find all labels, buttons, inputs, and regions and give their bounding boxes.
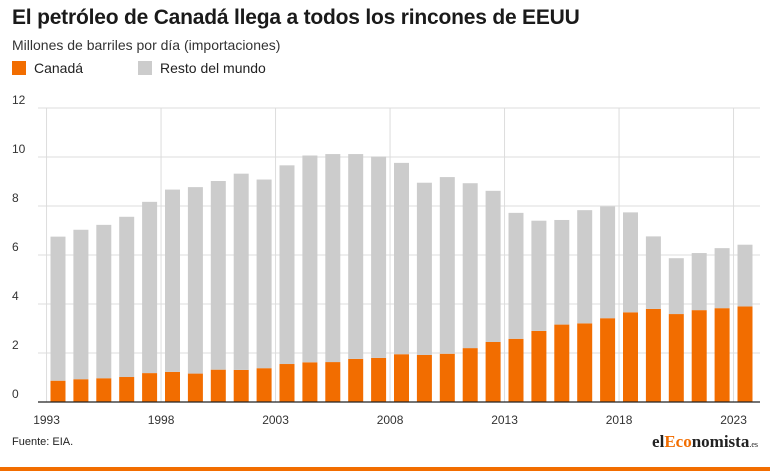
- bar-resto-2019: [645, 236, 661, 309]
- bar-resto-2015: [554, 219, 570, 325]
- chart-legend: Canadá Resto del mundo: [12, 60, 612, 78]
- bar-resto-2010: [439, 177, 455, 354]
- bar-canada-2013: [508, 338, 524, 402]
- bar-canada-2007: [371, 357, 387, 402]
- bar-canada-2004: [302, 362, 318, 402]
- bar-canada-1993: [50, 380, 66, 402]
- brand-prefix: el: [652, 432, 665, 451]
- bar-canada-2001: [233, 369, 249, 402]
- bar-resto-1995: [96, 224, 112, 379]
- x-tick-label-2013: 2013: [491, 413, 518, 427]
- bar-canada-2021: [691, 310, 707, 403]
- x-tick-label-1993: 1993: [33, 413, 60, 427]
- bar-resto-2014: [531, 220, 547, 331]
- bar-resto-1997: [142, 201, 158, 374]
- bar-canada-2014: [531, 330, 547, 402]
- y-tick-label-8: 8: [12, 191, 19, 205]
- bar-canada-2012: [485, 341, 501, 402]
- y-tick-label-6: 6: [12, 240, 19, 254]
- bar-resto-2001: [233, 173, 249, 370]
- bar-canada-2005: [325, 362, 341, 402]
- brand-suffix: nomista: [691, 432, 750, 451]
- bar-resto-2002: [256, 179, 272, 369]
- bar-resto-2017: [600, 206, 616, 319]
- bar-resto-1999: [187, 187, 203, 374]
- y-tick-label-0: 0: [12, 387, 19, 401]
- bar-canada-2008: [394, 354, 409, 402]
- x-tick-label-2018: 2018: [606, 413, 633, 427]
- bar-resto-2020: [668, 258, 684, 315]
- bar-resto-2008: [394, 162, 409, 355]
- bar-canada-2006: [348, 358, 364, 402]
- bar-resto-1996: [119, 216, 135, 378]
- bar-canada-2009: [416, 354, 432, 402]
- bar-resto-2004: [302, 155, 318, 363]
- bar-resto-2000: [210, 181, 226, 370]
- chart-subtitle: Millones de barriles por día (importacio…: [12, 37, 281, 53]
- bar-canada-2017: [600, 318, 616, 402]
- bar-canada-1995: [96, 378, 112, 402]
- bar-resto-2003: [279, 165, 295, 365]
- bar-canada-1994: [73, 379, 89, 402]
- bar-resto-2009: [416, 182, 432, 355]
- bar-canada-2011: [462, 348, 478, 402]
- x-tick-label-1998: 1998: [148, 413, 175, 427]
- x-tick-label-2023: 2023: [720, 413, 747, 427]
- bar-canada-2002: [256, 368, 272, 402]
- bar-canada-1996: [119, 377, 135, 402]
- bar-canada-2023: [737, 306, 753, 402]
- brand-tld: .es: [749, 440, 758, 449]
- bar-resto-2013: [508, 212, 524, 339]
- bar-canada-2019: [645, 308, 661, 402]
- legend-swatch-resto: [138, 61, 152, 75]
- bar-canada-1998: [165, 371, 180, 402]
- bottom-accent-bar: [0, 467, 770, 471]
- bar-canada-2015: [554, 324, 570, 402]
- bar-canada-2022: [714, 308, 730, 402]
- bar-resto-1994: [73, 229, 89, 380]
- bar-resto-2023: [737, 244, 753, 307]
- bar-canada-2000: [210, 369, 226, 402]
- bar-resto-2022: [714, 248, 730, 309]
- bar-resto-2018: [623, 212, 638, 313]
- x-tick-label-2003: 2003: [262, 413, 289, 427]
- bar-resto-2007: [371, 156, 387, 358]
- y-tick-label-12: 12: [12, 93, 26, 107]
- y-tick-label-4: 4: [12, 289, 19, 303]
- bar-canada-1997: [142, 373, 158, 402]
- bar-resto-2012: [485, 190, 501, 342]
- legend-label-canada: Canadá: [34, 60, 84, 76]
- bar-resto-1993: [50, 236, 66, 381]
- brand-accent: Eco: [664, 432, 692, 451]
- y-tick-label-10: 10: [12, 142, 26, 156]
- x-tick-label-2008: 2008: [377, 413, 404, 427]
- bar-canada-2016: [577, 323, 593, 402]
- bar-resto-2011: [462, 183, 478, 349]
- bar-canada-2020: [668, 314, 684, 402]
- brand-logo: elEconomista.es: [652, 432, 758, 452]
- bar-canada-1999: [187, 373, 203, 402]
- bar-resto-2016: [577, 210, 593, 324]
- legend-label-resto: Resto del mundo: [160, 60, 266, 76]
- legend-item-canada: Canadá: [12, 60, 83, 76]
- chart-title: El petróleo de Canadá llega a todos los …: [12, 6, 580, 29]
- bar-canada-2010: [439, 353, 455, 402]
- bar-canada-2018: [623, 312, 638, 402]
- source-note: Fuente: EIA.: [12, 436, 74, 448]
- bar-resto-2021: [691, 253, 707, 311]
- legend-item-resto: Resto del mundo: [138, 60, 266, 76]
- y-tick-label-2: 2: [12, 338, 19, 352]
- bar-resto-2006: [348, 154, 364, 359]
- legend-swatch-canada: [12, 61, 26, 75]
- bar-resto-1998: [165, 189, 180, 372]
- bar-canada-2003: [279, 364, 295, 402]
- bar-resto-2005: [325, 154, 341, 363]
